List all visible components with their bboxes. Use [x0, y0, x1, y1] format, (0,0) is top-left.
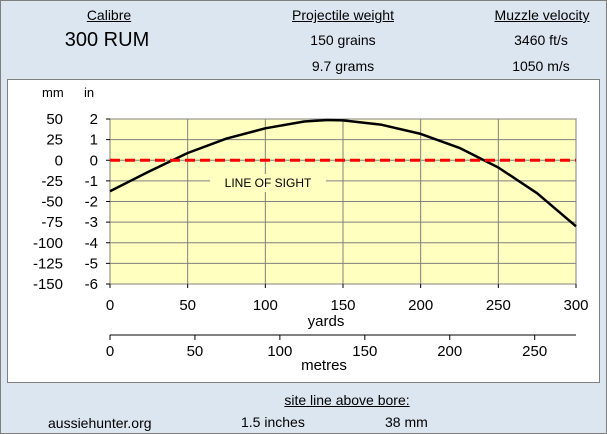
- velocity-fps: 3460 ft/s: [514, 32, 568, 48]
- calibre-label: Calibre: [86, 7, 132, 23]
- y-tick-label-in: -1: [85, 173, 98, 190]
- x-tick-label-metres: 50: [187, 343, 204, 360]
- x-tick-label-yards: 300: [563, 297, 588, 314]
- x-tick-label-metres: 0: [106, 343, 114, 360]
- line-of-sight-label: LINE OF SIGHT: [225, 176, 312, 190]
- y-tick-label-in: 2: [90, 111, 98, 128]
- series-layer: [109, 118, 577, 228]
- site-line-label: site line above bore:: [284, 392, 410, 408]
- muzzle-velocity-label: Muzzle velocity: [494, 7, 590, 23]
- x-tick-label-yards: 250: [486, 297, 511, 314]
- website-label: aussiehunter.org: [48, 415, 152, 431]
- y-tick-label-mm: -100: [33, 235, 63, 252]
- axis-ticks: 25012500-1-25-2-50-3-75-4-100-5-125-6-15…: [33, 111, 589, 360]
- x-tick-label-yards: 100: [253, 297, 278, 314]
- y-tick-label-mm: -150: [33, 276, 63, 293]
- y-tick-label-in: 1: [90, 132, 98, 149]
- projectile-weight-label: Projectile weight: [292, 7, 394, 23]
- x-tick-label-yards: 150: [330, 297, 355, 314]
- x-tick-label-metres: 200: [437, 343, 462, 360]
- y-tick-label-mm: -125: [33, 255, 63, 272]
- x-axis-title-yards: yards: [308, 313, 345, 330]
- x-axis-title-metres: metres: [301, 357, 347, 374]
- y-tick-label-in: -6: [85, 276, 98, 293]
- y-axis-unit-mm: mm: [42, 85, 64, 100]
- line-of-sight-label-bg: [210, 174, 326, 192]
- calibre-value: 300 RUM: [64, 29, 150, 51]
- y-tick-label-mm: 50: [46, 111, 63, 128]
- x-tick-label-metres: 100: [267, 343, 292, 360]
- sight-height-inches: 1.5 inches: [241, 414, 305, 430]
- x-tick-label-metres: 150: [352, 343, 377, 360]
- y-tick-label-mm: -75: [41, 214, 63, 231]
- trajectory-line: [109, 118, 577, 228]
- x-tick-label-metres: 250: [522, 343, 547, 360]
- y-tick-label-in: -3: [85, 214, 98, 231]
- weight-grains: 150 grains: [310, 32, 376, 48]
- y-tick-label-mm: 0: [55, 152, 63, 169]
- y-tick-label-mm: -25: [41, 173, 63, 190]
- x-tick-label-yards: 0: [106, 297, 114, 314]
- weight-grams: 9.7 grams: [311, 58, 375, 74]
- y-tick-label-in: -4: [85, 235, 98, 252]
- y-tick-label-in: -2: [85, 194, 98, 211]
- trajectory-chart-svg: 25012500-1-25-2-50-3-75-4-100-5-125-6-15…: [33, 85, 589, 374]
- y-tick-label-mm: -50: [41, 194, 63, 211]
- trajectory-chart: 2 50 1 25 0 0 -1 -25 -2 -50 -3 -75 -4 -100 -5 -125 -6 -15…: [7, 79, 600, 383]
- y-axis-unit-in: in: [84, 85, 94, 100]
- y-tick-label-mm: 25: [46, 132, 63, 149]
- y-tick-label-in: 0: [90, 152, 98, 169]
- velocity-mps: 1050 m/s: [512, 58, 570, 74]
- x-tick-label-yards: 50: [179, 297, 196, 314]
- sight-height-mm: 38 mm: [385, 414, 428, 430]
- x-tick-label-yards: 200: [408, 297, 433, 314]
- y-tick-label-in: -5: [85, 255, 98, 272]
